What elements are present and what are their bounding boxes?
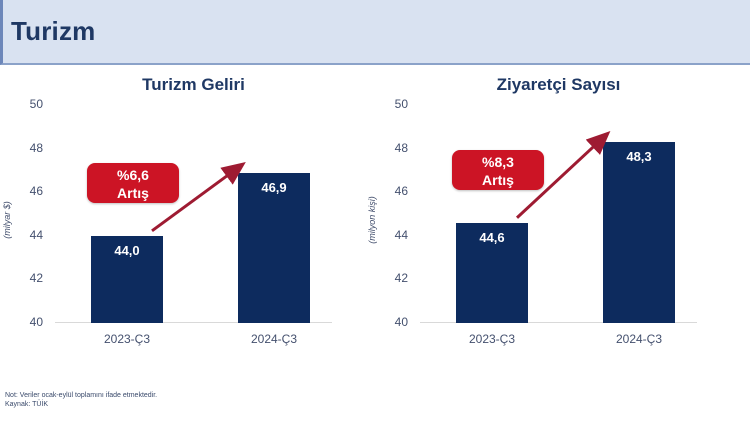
- footnote: Not: Veriler ocak-eylül toplamını ifade …: [5, 392, 158, 399]
- y-axis-label: (milyar $): [2, 201, 12, 239]
- bar-value-label: 46,9: [261, 179, 287, 195]
- chart-title: Ziyaretçi Sayısı: [496, 75, 621, 94]
- growth-arrow-icon: [151, 162, 246, 233]
- footer: Not: Veriler ocak-eylül toplamını ifade …: [5, 391, 157, 409]
- growth-percent: %6,6: [117, 166, 149, 183]
- y-axis-tick-label: 46: [394, 184, 408, 199]
- chart-visitor-count: Ziyaretçi Sayısı (milyon kişi) 50 48 46 44 4…: [360, 70, 750, 380]
- y-axis-tick-label: 40: [29, 315, 43, 329]
- page-title: Turizm: [11, 16, 96, 46]
- growth-label: Artış: [482, 171, 514, 188]
- growth-percent: %8,3: [482, 153, 514, 170]
- source-note: Kaynak: TÜİK: [5, 401, 49, 408]
- x-axis-category-label: 2024-Ç3: [615, 332, 663, 346]
- plot-area: (milyon kişi) 50 48 46 44 42 40 44,6 48,3 %8,3…: [367, 97, 697, 346]
- y-axis-tick-label: 42: [394, 271, 408, 286]
- bar: 44,0: [91, 235, 163, 323]
- y-axis-tick-label: 50: [29, 97, 43, 111]
- bar-value-label: 48,3: [626, 149, 652, 165]
- bar: 46,9: [238, 172, 310, 323]
- growth-badge: %6,6 Artış: [87, 162, 179, 203]
- y-axis-tick-label: 44: [394, 227, 408, 242]
- y-axis-tick-label: 44: [29, 227, 43, 242]
- y-axis-tick-label: 46: [29, 184, 43, 199]
- bar: 44,6: [456, 222, 528, 323]
- growth-badge: %8,3 Artış: [452, 149, 544, 190]
- bar-value-label: 44,0: [114, 242, 140, 258]
- y-axis-tick-label: 48: [29, 140, 43, 155]
- y-axis-tick-label: 48: [394, 140, 408, 155]
- x-axis-category-label: 2023-Ç3: [103, 332, 151, 346]
- header: Turizm: [0, 0, 750, 65]
- chart-title: Turizm Geliri: [142, 75, 245, 94]
- y-axis-tick-label: 40: [394, 315, 408, 329]
- bar-value-label: 44,6: [479, 229, 505, 245]
- y-axis-tick-label: 42: [29, 271, 43, 286]
- growth-arrow-icon: [515, 130, 611, 219]
- bar: 48,3: [603, 142, 675, 323]
- growth-label: Artış: [117, 184, 149, 201]
- x-axis-category-label: 2023-Ç3: [468, 332, 516, 346]
- y-axis-label: (milyon kişi): [367, 196, 377, 244]
- y-axis-tick-label: 50: [394, 97, 408, 111]
- plot-area: (milyar $) 50 48 46 44 42 40 44,0 46,9 %6,6 Ar…: [2, 97, 332, 346]
- chart-tourism-revenue: Turizm Geliri (milyar $) 50 48 46 44 42 40 44…: [0, 70, 375, 380]
- x-axis-category-label: 2024-Ç3: [250, 332, 298, 346]
